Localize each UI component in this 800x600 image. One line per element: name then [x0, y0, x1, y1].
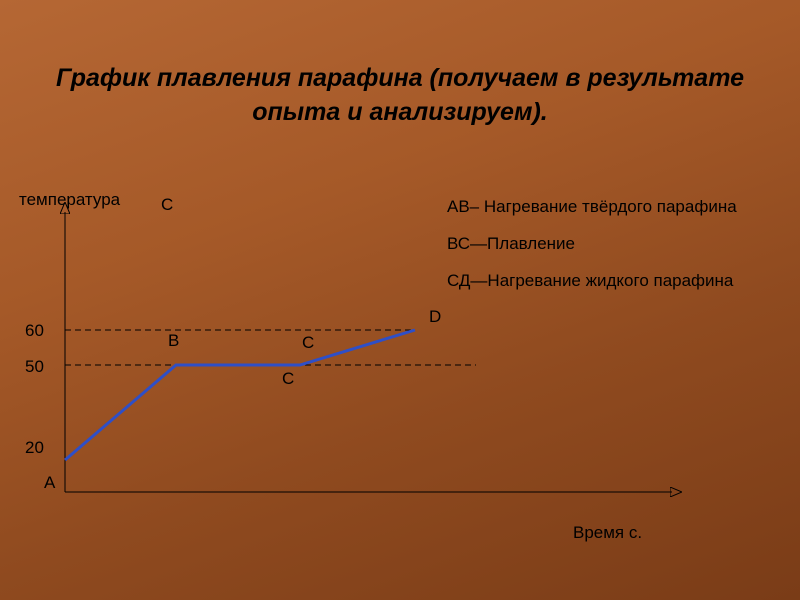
- svg-text:C: C: [302, 333, 314, 352]
- legend-item-bc: ВС—Плавление: [447, 233, 747, 256]
- legend-item-cd: СД—Нагревание жидкого парафина: [447, 270, 747, 293]
- guide-lines: [65, 330, 476, 365]
- svg-text:C: C: [282, 369, 294, 388]
- y-axis-label: температура: [19, 190, 121, 209]
- x-axis-label: Время с.: [573, 523, 642, 542]
- legend-box: АВ– Нагревание твёрдого парафина ВС—Плав…: [447, 196, 747, 307]
- y-tick-labels: 60 50 20: [25, 321, 44, 457]
- svg-text:50: 50: [25, 357, 44, 376]
- svg-text:A: A: [44, 473, 56, 492]
- extra-labels: CC: [161, 195, 314, 352]
- svg-text:D: D: [429, 307, 441, 326]
- melting-curve: [65, 330, 415, 460]
- svg-text:20: 20: [25, 438, 44, 457]
- svg-text:60: 60: [25, 321, 44, 340]
- point-labels: A B C D: [44, 307, 441, 492]
- svg-text:C: C: [161, 195, 173, 214]
- legend-item-ab: АВ– Нагревание твёрдого парафина: [447, 196, 747, 219]
- svg-text:B: B: [168, 331, 179, 350]
